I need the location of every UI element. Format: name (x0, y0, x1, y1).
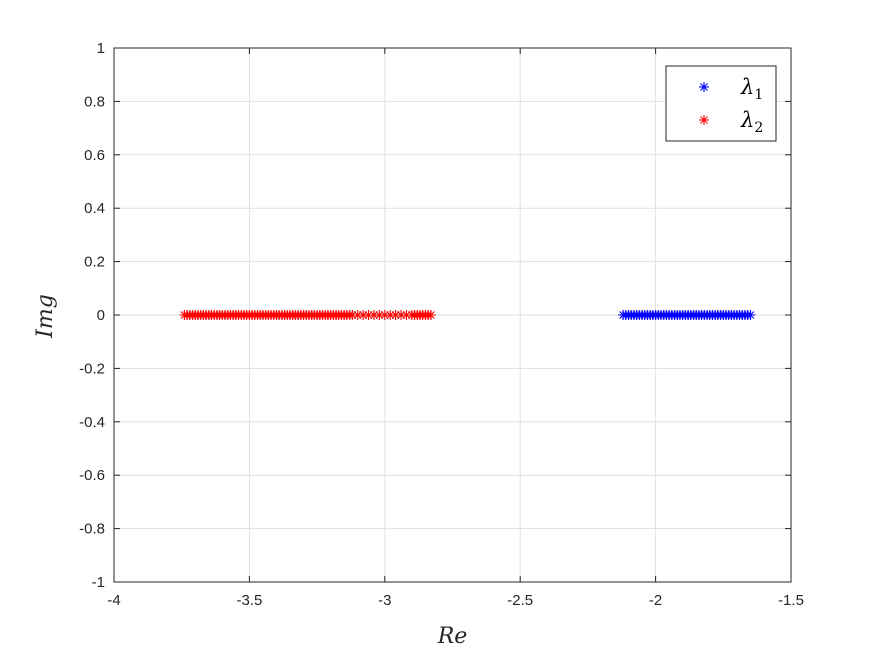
legend-marker-lambda-1 (699, 82, 709, 92)
data-series (179, 310, 756, 320)
legend-label-lambda-1-base: λ (740, 75, 754, 99)
x-tick-label: -3 (378, 592, 391, 609)
legend-label-lambda-2: λ2 (740, 108, 763, 136)
legend-marker-symbol (699, 82, 709, 92)
x-tick-labels: -4 -3.5 -3 -2.5 -2 -1.5 (107, 592, 804, 609)
legend: λ1 λ2 (665, 65, 777, 142)
data-point (745, 310, 756, 320)
y-tick-label: -0.4 (79, 414, 105, 431)
y-axis-label: Img (33, 294, 58, 339)
y-tick-label: -0.2 (79, 360, 105, 377)
y-tick-label: -0.8 (79, 521, 105, 538)
y-tick-label: 0.8 (84, 93, 105, 110)
y-tick-labels: 1 0.8 0.6 0.4 0.2 0 -0.2 -0.4 -0.6 -0.8 -1 (79, 40, 105, 591)
legend-label-lambda-2-subscript: 2 (754, 120, 763, 136)
legend-label-lambda-1-subscript: 1 (754, 87, 763, 103)
y-tick-label: 0.4 (84, 200, 105, 217)
plot-frame (113, 47, 792, 583)
series-lambda-2 (179, 310, 436, 320)
y-tick-label: 0.2 (84, 254, 105, 271)
legend-marker-symbol (699, 115, 709, 125)
data-point (425, 310, 436, 320)
legend-box (665, 65, 777, 142)
x-axis-label: Re (437, 624, 468, 649)
y-tick-label: -0.6 (79, 467, 105, 484)
y-tick-label: 0.6 (84, 147, 105, 164)
legend-label-lambda-1: λ1 (740, 75, 763, 103)
x-tick-label: -4 (107, 592, 120, 609)
legend-marker-lambda-2 (699, 115, 709, 125)
legend-label-lambda-2-base: λ (740, 108, 754, 132)
x-tick-label: -2.5 (507, 592, 533, 609)
y-tick-label: 0 (97, 307, 105, 324)
y-tick-label: -1 (92, 574, 105, 591)
x-tick-label: -2 (649, 592, 662, 609)
x-tick-label: -3.5 (236, 592, 262, 609)
x-tick-label: -1.5 (778, 592, 804, 609)
series-lambda-1 (618, 310, 756, 320)
y-tick-label: 1 (97, 40, 105, 57)
